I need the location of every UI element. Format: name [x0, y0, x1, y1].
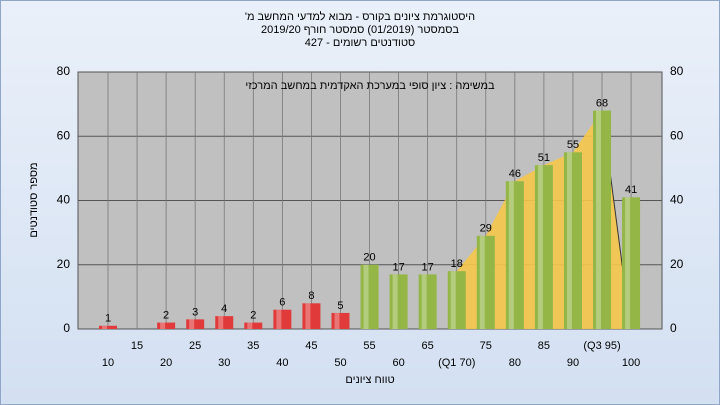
bar-highlight: [566, 152, 572, 329]
data-label: 6: [279, 297, 285, 309]
data-label: 1: [105, 313, 111, 325]
bar-highlight: [102, 325, 107, 329]
chart-subtitle: סטודנטים רשומים - 427: [305, 37, 416, 49]
bar: [418, 274, 437, 329]
chart-subtitle: בסמסטר (01/2019) סמסטר חורף 2019/20: [261, 24, 459, 36]
x-tick-label: 65: [422, 340, 434, 352]
bar-highlight: [450, 271, 456, 329]
x-tick-label: 55: [363, 340, 375, 352]
x-tick-label: 15: [131, 340, 143, 352]
bar: [99, 325, 117, 329]
y2-tick-label: 40: [670, 193, 684, 207]
x-tick-label: 85: [538, 340, 550, 352]
y-tick-label: 80: [57, 64, 71, 78]
data-label: 46: [509, 168, 521, 180]
y-tick-label: 60: [57, 128, 71, 142]
x-tick-label: 30: [218, 357, 230, 369]
data-label: 20: [363, 252, 375, 264]
x-tick-label: (Q3 95): [583, 340, 620, 352]
bar-highlight: [596, 110, 602, 329]
y-axis-label: מספר סטודנטים: [28, 162, 40, 237]
bar: [273, 309, 292, 329]
data-label: 29: [480, 223, 492, 235]
x-tick-label: (Q1 70): [438, 357, 475, 369]
bar: [157, 322, 176, 329]
bar-highlight: [479, 235, 485, 329]
bar: [360, 264, 379, 329]
x-tick-label: 50: [334, 357, 346, 369]
bar: [534, 165, 553, 329]
x-axis-label: טווח ציונים: [345, 374, 394, 386]
data-label: 5: [337, 300, 343, 312]
y2-tick-label: 80: [670, 64, 684, 78]
data-label: 51: [538, 152, 550, 164]
bar: [447, 271, 466, 329]
data-label: 2: [250, 309, 256, 321]
x-tick-label: 35: [247, 340, 259, 352]
bar: [331, 312, 350, 329]
data-label: 68: [596, 97, 608, 109]
bar-highlight: [363, 264, 369, 329]
x-tick-label: 40: [276, 357, 288, 369]
data-label: 3: [192, 306, 198, 318]
bar-highlight: [160, 322, 166, 329]
bar-highlight: [537, 165, 543, 329]
x-tick-label: 100: [622, 357, 640, 369]
data-label: 17: [422, 261, 434, 273]
chart-title: היסטוגרמת ציונים בקורס - מבוא למדעי המחש…: [245, 10, 475, 23]
y-tick-label: 40: [57, 193, 71, 207]
bar-highlight: [276, 309, 282, 329]
data-label: 55: [567, 139, 579, 151]
data-label: 41: [625, 184, 637, 196]
data-label: 18: [451, 258, 463, 270]
data-label: 2: [163, 309, 169, 321]
data-label: 8: [308, 290, 314, 302]
y2-tick-label: 0: [670, 321, 677, 335]
annotation: במשימה : ציון סופי במערכת האקדמית במחשב …: [245, 80, 495, 92]
x-tick-label: 45: [305, 340, 317, 352]
bar: [186, 319, 205, 329]
bar-highlight: [334, 312, 340, 329]
x-tick-label: 75: [480, 340, 492, 352]
data-label: 4: [221, 303, 227, 315]
x-tick-label: 60: [392, 357, 404, 369]
data-label: 17: [392, 261, 404, 273]
x-tick-label: 20: [160, 357, 172, 369]
x-tick-label: 90: [567, 357, 579, 369]
bar: [302, 303, 321, 329]
bar: [622, 197, 641, 329]
y2-tick-label: 60: [670, 128, 684, 142]
x-tick-label: 80: [509, 357, 521, 369]
y-tick-label: 0: [63, 321, 70, 335]
bar-highlight: [218, 316, 224, 329]
bar-highlight: [625, 197, 631, 329]
bar-highlight: [189, 319, 195, 329]
bar-highlight: [247, 322, 253, 329]
bar-highlight: [392, 274, 398, 329]
x-tick-label: 10: [102, 357, 114, 369]
bar-highlight: [305, 303, 311, 329]
y-tick-label: 20: [57, 257, 71, 271]
bar: [563, 152, 582, 329]
y2-tick-label: 20: [670, 257, 684, 271]
bar: [505, 181, 524, 329]
bar: [215, 316, 234, 329]
x-tick-label: 25: [189, 340, 201, 352]
bar: [389, 274, 408, 329]
bar: [593, 110, 612, 329]
bar: [244, 322, 263, 329]
bar: [476, 235, 495, 329]
bar-highlight: [508, 181, 514, 329]
bar-highlight: [421, 274, 427, 329]
